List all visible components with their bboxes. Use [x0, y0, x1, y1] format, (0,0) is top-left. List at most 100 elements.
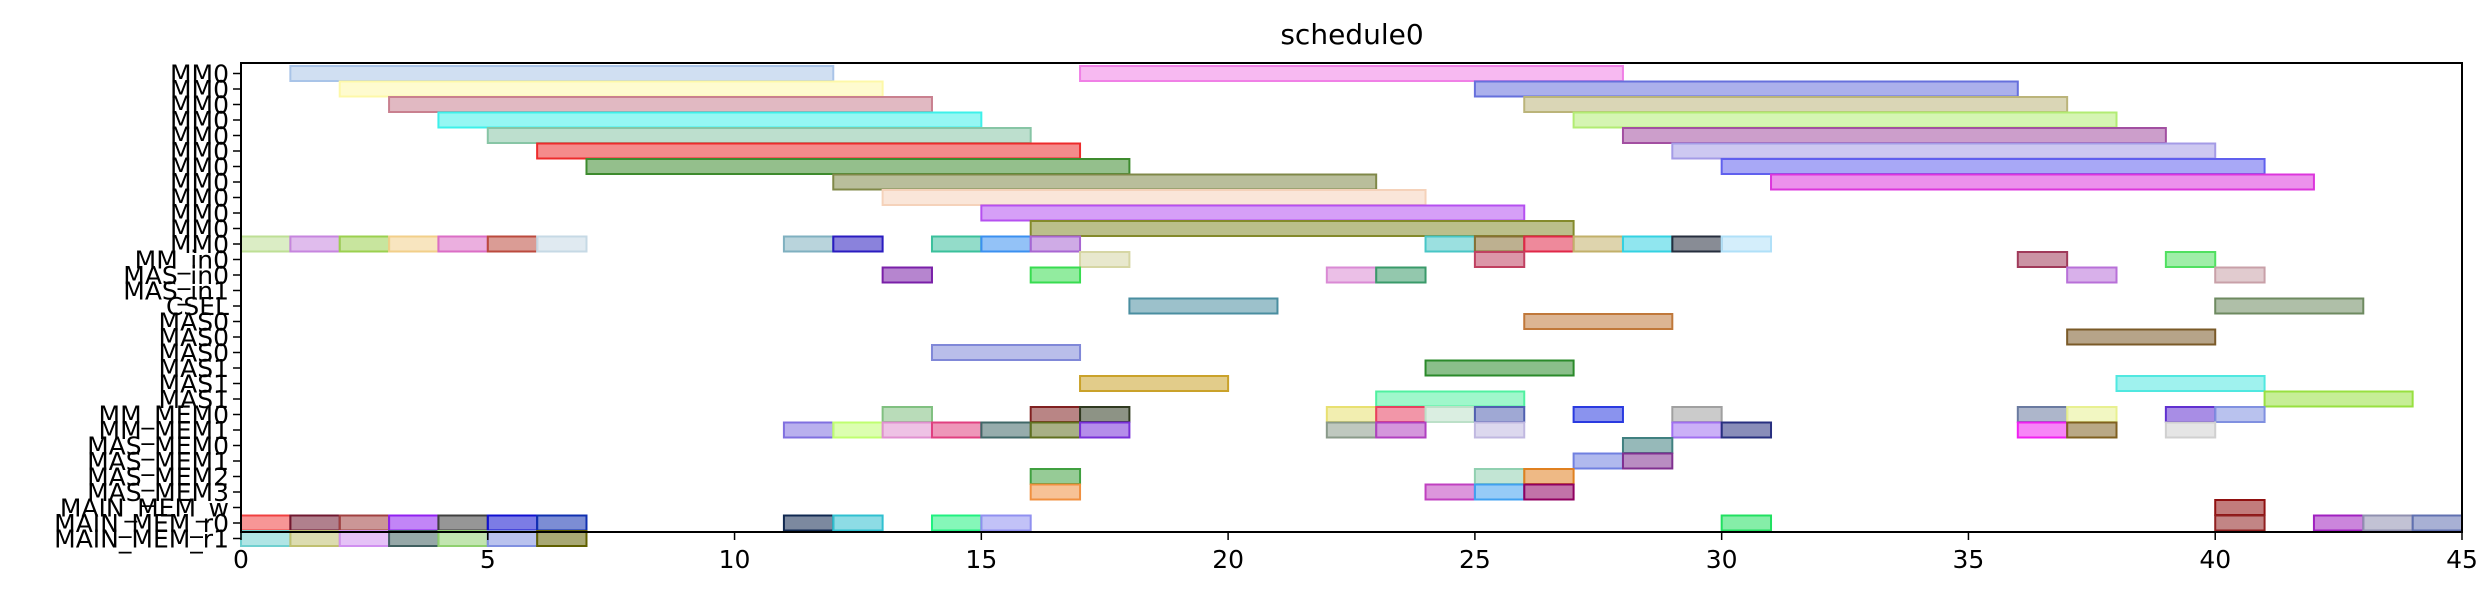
task-bar — [1523, 483, 1575, 501]
task-bar — [1572, 452, 1624, 470]
task-bar — [980, 421, 1032, 439]
task-bar — [536, 530, 588, 547]
task-bars — [240, 65, 2464, 547]
task-bar — [1424, 483, 1476, 501]
y-tick-label: MM0 — [170, 91, 229, 120]
task-bar — [1325, 266, 1378, 284]
task-bar — [1079, 421, 1131, 439]
y-tick-label: MM0 — [170, 60, 229, 89]
plot-frame — [240, 62, 2463, 533]
x-tick-label: 30 — [1706, 545, 1738, 574]
y-tick-label: MAS0 — [159, 308, 229, 337]
task-bar — [1424, 235, 1476, 253]
task-bar — [437, 111, 983, 129]
task-bar — [1572, 406, 1624, 423]
y-tick-label: MAS1 — [159, 354, 229, 383]
task-bar — [388, 514, 440, 532]
task-bar — [832, 173, 1378, 191]
y-tick-label: MM0 — [170, 215, 229, 244]
y-tick-label: MAS0 — [159, 339, 229, 368]
task-bar — [2214, 297, 2365, 315]
task-bar — [388, 235, 440, 253]
task-bar — [832, 421, 884, 439]
task-bar — [1572, 235, 1624, 253]
task-bar — [980, 514, 1032, 532]
x-axis: 0 5 10 15 20 25 30 35 40 45 — [233, 532, 2478, 574]
task-bar — [980, 235, 1032, 253]
task-bar — [536, 142, 1082, 160]
task-bar — [1671, 421, 1723, 439]
task-bar — [1079, 251, 1131, 268]
task-bar — [1473, 483, 1526, 501]
task-bar — [585, 158, 1131, 175]
y-tick-label: MM0 — [170, 106, 229, 135]
task-bar — [1375, 406, 1427, 423]
task-bar — [930, 235, 983, 253]
task-bar — [1029, 468, 1082, 485]
task-bar — [2411, 514, 2464, 532]
y-tick-label: MAS_in1 — [123, 277, 229, 306]
y-tick-label: MAS1 — [159, 385, 229, 414]
y-tick-label: MAS_MEM3 — [87, 478, 229, 507]
task-bar — [1375, 266, 1427, 284]
task-bar — [1572, 111, 2118, 129]
task-bar — [2214, 266, 2266, 284]
task-bar — [832, 514, 884, 532]
task-bar — [388, 96, 933, 113]
task-bar — [1375, 390, 1526, 408]
task-bar — [881, 189, 1427, 206]
task-bar — [1029, 235, 1082, 253]
task-bar — [881, 266, 933, 284]
task-bar — [338, 80, 884, 98]
x-tick-label: 45 — [2446, 545, 2478, 574]
task-bar — [1621, 437, 1674, 454]
y-tick-label: MM0 — [170, 199, 229, 228]
task-bar — [1671, 406, 1723, 423]
task-bar — [486, 530, 539, 547]
task-bar — [2016, 406, 2069, 423]
task-bar — [1424, 359, 1575, 377]
task-bar — [486, 127, 1032, 144]
y-tick-label: MAS0 — [159, 323, 229, 352]
task-bar — [536, 235, 588, 253]
task-bar — [437, 235, 489, 253]
task-bar — [289, 530, 341, 547]
task-bar — [1523, 96, 2069, 113]
task-bar — [1473, 468, 1526, 485]
task-bar — [1128, 297, 1279, 315]
x-tick-label: 0 — [233, 545, 249, 574]
x-tick-label: 10 — [719, 545, 751, 574]
y-tick-label: MAS1 — [159, 370, 229, 399]
task-bar — [1325, 406, 1378, 423]
task-bar — [1473, 406, 1526, 423]
task-bar — [1473, 80, 2019, 98]
task-bar — [1720, 158, 2266, 175]
task-bar — [2214, 499, 2266, 516]
task-bar — [2066, 266, 2118, 284]
y-tick-label: MM0 — [170, 168, 229, 197]
task-bar — [1770, 173, 2315, 191]
task-bar — [930, 344, 1082, 361]
y-tick-label: MM0 — [170, 153, 229, 182]
task-bar — [2016, 421, 2069, 439]
task-bar — [1621, 452, 1674, 470]
task-bar — [289, 65, 835, 82]
y-tick-label: MAIN_MEM_r0 — [54, 509, 229, 538]
task-bar — [980, 204, 1526, 222]
task-bar — [2263, 390, 2414, 408]
task-bar — [1720, 235, 1773, 253]
task-bar — [1473, 235, 1526, 253]
task-bar — [930, 421, 983, 439]
task-bar — [782, 514, 835, 532]
y-tick-label: MM0 — [170, 184, 229, 213]
task-bar — [1029, 483, 1082, 501]
task-bar — [782, 235, 835, 253]
y-tick-label: MAS_in0 — [123, 261, 229, 290]
task-bar — [2164, 251, 2217, 268]
task-bar — [240, 235, 292, 253]
x-tick-label: 35 — [1953, 545, 1985, 574]
y-tick-label: MM0 — [170, 75, 229, 104]
task-bar — [2066, 328, 2217, 346]
task-bar — [437, 514, 489, 532]
